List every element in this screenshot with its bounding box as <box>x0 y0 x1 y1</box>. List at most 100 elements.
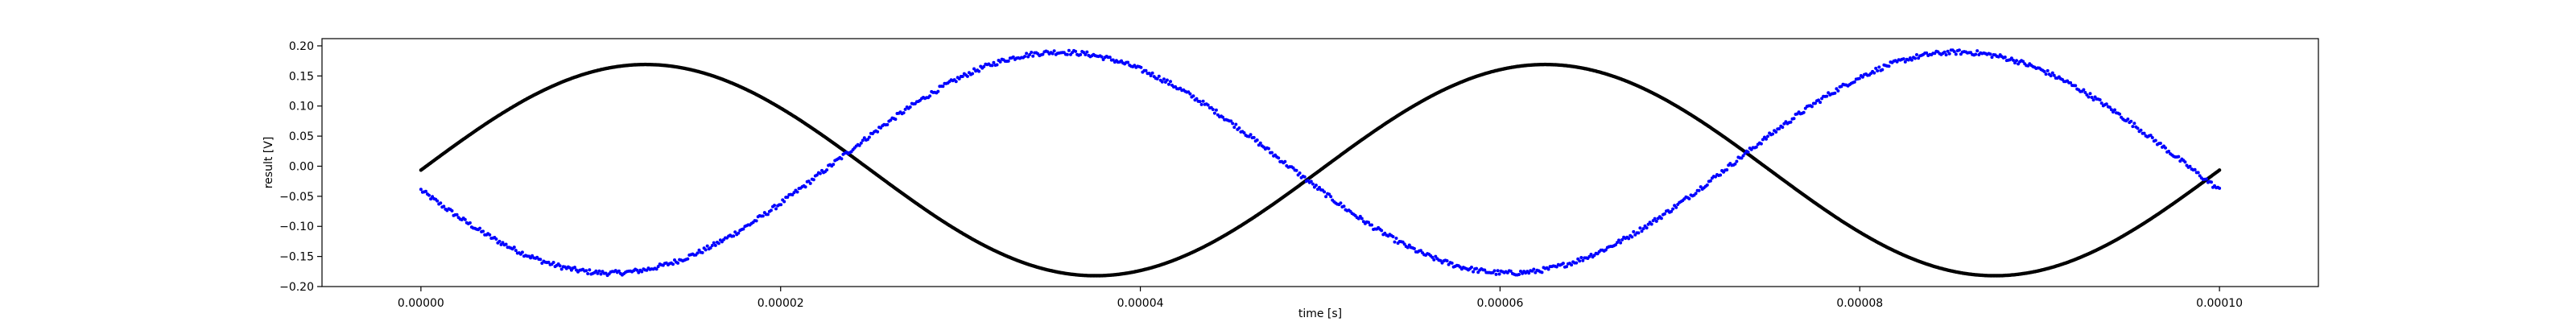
data-point <box>889 118 893 122</box>
data-point <box>1394 237 1398 240</box>
data-point <box>2198 174 2202 178</box>
data-point <box>2167 150 2171 153</box>
data-point <box>1011 55 1015 59</box>
data-point <box>1774 130 1778 134</box>
data-point <box>1031 54 1035 58</box>
data-point <box>894 118 898 122</box>
data-point <box>1100 55 1104 59</box>
data-point <box>1393 240 1397 244</box>
axes-frame <box>321 38 2319 287</box>
data-point <box>1323 190 1327 194</box>
data-point <box>1144 68 1148 72</box>
data-point <box>1587 254 1591 258</box>
data-point <box>1191 94 1195 98</box>
data-point <box>2210 180 2213 184</box>
x-tick-label: 0.00008 <box>1836 297 1883 310</box>
data-point <box>1258 141 1262 145</box>
data-point <box>497 239 502 243</box>
data-point <box>867 135 871 139</box>
data-point <box>1699 185 1703 189</box>
data-point <box>1719 173 1723 177</box>
data-point <box>1761 138 1765 142</box>
data-point <box>1450 261 1454 265</box>
data-point <box>1195 97 1199 101</box>
data-point <box>1649 222 1653 226</box>
data-point <box>450 208 454 213</box>
data-point <box>902 111 906 115</box>
data-point <box>1339 201 1343 205</box>
data-point <box>1496 269 1500 273</box>
data-point <box>1877 65 1881 69</box>
data-point <box>972 67 976 71</box>
data-point <box>732 234 736 238</box>
data-point <box>1946 49 1950 53</box>
data-point <box>686 257 690 261</box>
data-point <box>1283 159 1287 163</box>
data-point <box>1741 154 1745 158</box>
data-point <box>2050 71 2054 75</box>
data-point <box>1006 59 1010 63</box>
data-point <box>708 246 712 250</box>
data-point <box>1874 66 1878 70</box>
data-point <box>586 272 590 275</box>
data-point <box>1160 80 1164 84</box>
data-point <box>2069 80 2073 85</box>
data-point <box>960 75 964 78</box>
data-point <box>954 80 958 84</box>
data-point <box>1391 235 1395 238</box>
data-point <box>1407 243 1411 247</box>
data-point <box>769 208 773 213</box>
data-point <box>1833 91 1837 95</box>
data-point <box>733 230 737 234</box>
data-point <box>1167 82 1170 86</box>
y-tick-label: −0.05 <box>279 191 314 204</box>
data-point <box>1802 110 1806 114</box>
data-point <box>2158 142 2162 145</box>
data-point <box>876 130 880 134</box>
data-point <box>2044 72 2048 76</box>
data-point <box>1101 58 1105 61</box>
data-point <box>1221 115 1224 119</box>
data-point <box>1206 103 1210 107</box>
data-point <box>671 262 675 266</box>
data-point <box>1028 52 1032 56</box>
data-point <box>1380 229 1384 233</box>
data-point <box>1052 49 1056 53</box>
data-point <box>1198 100 1202 104</box>
data-point <box>1817 98 1820 102</box>
data-point <box>1880 68 1885 72</box>
data-point <box>1944 53 1948 57</box>
data-point <box>774 207 778 211</box>
data-point <box>635 268 639 272</box>
data-point <box>1670 209 1674 213</box>
data-point <box>1620 237 1624 241</box>
data-point <box>2042 69 2046 73</box>
data-series-2 <box>419 48 2222 278</box>
data-point <box>710 244 714 247</box>
data-point <box>539 258 543 262</box>
data-point <box>1546 267 1550 271</box>
data-point <box>2003 56 2007 59</box>
data-point <box>1527 271 1531 275</box>
data-point <box>551 261 555 264</box>
data-point <box>1214 108 1218 112</box>
data-point <box>1743 151 1747 155</box>
data-point <box>512 246 516 250</box>
data-point <box>2046 68 2050 72</box>
x-tick-label: 0.00000 <box>398 297 444 310</box>
data-point <box>1740 156 1744 160</box>
data-point <box>1876 69 1880 72</box>
data-point <box>596 271 600 275</box>
data-point <box>2088 92 2092 96</box>
data-point <box>637 270 641 274</box>
data-point <box>1445 259 1449 262</box>
plot-area <box>322 39 2318 287</box>
data-point <box>1255 138 1259 142</box>
data-point <box>1201 99 1205 103</box>
data-point <box>2132 122 2136 126</box>
data-point <box>773 204 776 208</box>
data-point <box>1653 217 1657 221</box>
data-point <box>2009 56 2013 60</box>
data-point <box>1694 192 1698 196</box>
data-point <box>1232 126 1236 130</box>
